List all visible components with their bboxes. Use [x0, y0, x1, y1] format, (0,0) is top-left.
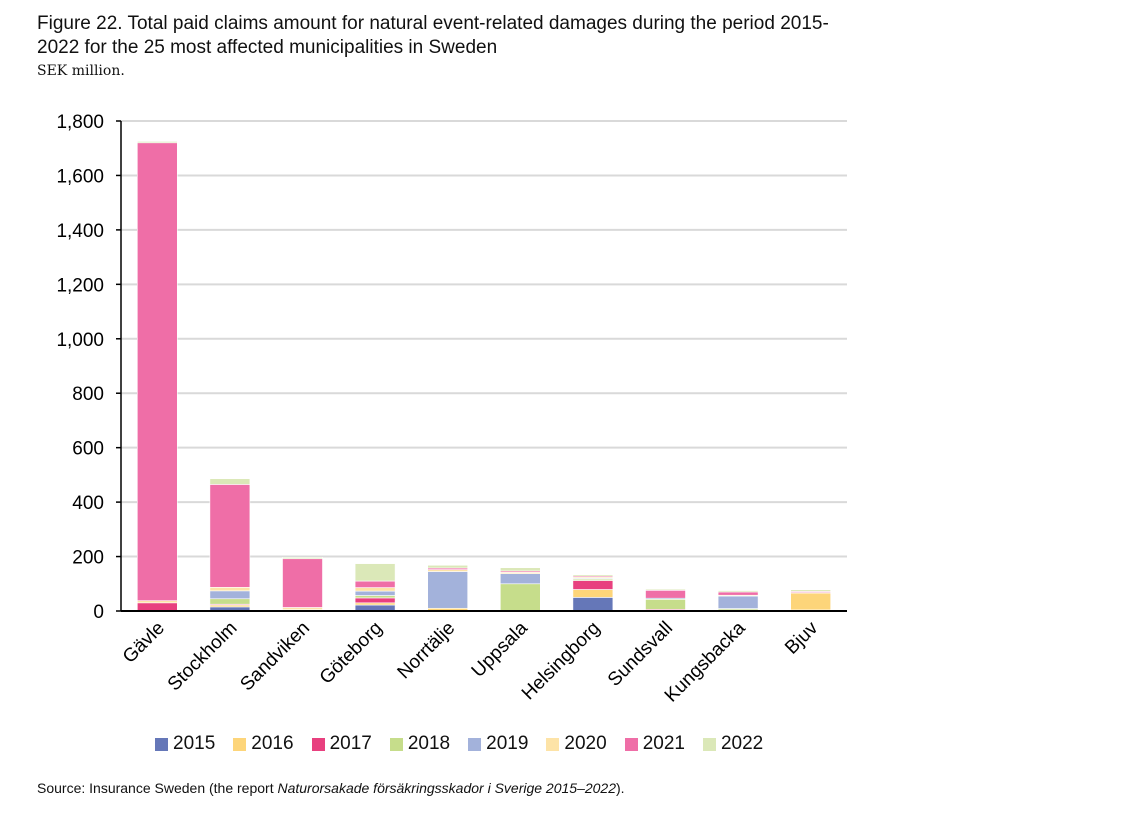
- bar-segment-2017: [354, 597, 396, 604]
- legend-item-2015: 2015: [155, 733, 215, 755]
- x-tick-label: Gävle: [119, 618, 169, 668]
- bar-segment-2019: [354, 590, 396, 596]
- bar-segment-2021: [209, 484, 251, 588]
- legend-item-2017: 2017: [311, 733, 372, 755]
- source-report-title: Naturorsakade försäkringsskador i Sverig…: [277, 780, 616, 796]
- legend-label: 2021: [642, 733, 685, 754]
- bar-segment-2021: [354, 580, 396, 588]
- bar-segment-2021: [645, 590, 686, 599]
- legend-label: 2015: [173, 733, 216, 754]
- bar-segment-2020: [209, 587, 251, 592]
- legend-label: 2022: [720, 733, 764, 754]
- bar-segment-2017: [137, 602, 178, 611]
- legend-item-2016: 2016: [233, 733, 294, 755]
- bar-segment-2021: [717, 591, 759, 596]
- x-tick-label: Göteborg: [316, 618, 387, 689]
- bar-segment-2019: [427, 571, 469, 609]
- legend-swatch: [389, 737, 403, 751]
- source-note: Source: Insurance Sweden (the report Nat…: [37, 780, 625, 796]
- legend-label: 2019: [486, 733, 529, 754]
- y-tick-label: 1,400: [56, 221, 104, 242]
- y-tick-label: 0: [93, 602, 104, 623]
- legend-swatch: [468, 737, 482, 751]
- x-tick-label: Norrtälje: [394, 618, 460, 684]
- legend-item-2020: 2020: [546, 733, 607, 755]
- legend-label: 2020: [564, 733, 607, 754]
- x-tick-label: Sundsvall: [604, 618, 677, 691]
- chart-title: Figure 22. Total paid claims amount for …: [37, 13, 829, 58]
- y-tick-label: 600: [72, 439, 104, 460]
- bar-segment-2022: [572, 574, 614, 577]
- source-prefix: Source: Insurance Sweden (the report: [37, 780, 278, 796]
- bar-segment-2019: [209, 590, 251, 600]
- y-tick-label: 1,200: [56, 275, 104, 296]
- legend-swatch: [702, 737, 716, 751]
- bar-segment-2016: [790, 592, 832, 611]
- bar-segment-2018: [499, 583, 541, 611]
- y-tick-label: 1,000: [56, 330, 104, 351]
- bar-segment-2022: [427, 564, 469, 569]
- x-tick-label: Uppsala: [468, 617, 532, 681]
- bar-segment-2018: [645, 598, 686, 610]
- legend-item-2022: 2022: [702, 733, 764, 755]
- y-tick-label: 1,800: [56, 112, 104, 133]
- y-tick-label: 1,600: [56, 166, 104, 187]
- legend-swatch: [546, 737, 560, 751]
- legend-swatch: [233, 737, 247, 751]
- bar-segment-2020: [282, 607, 323, 610]
- y-tick-label: 800: [72, 384, 104, 405]
- y-tick-label: 200: [72, 548, 104, 569]
- bar-segment-2022: [354, 563, 396, 582]
- bar-segment-2020: [354, 587, 396, 592]
- bar-segment-2022: [137, 141, 178, 144]
- bar-segment-2022: [499, 567, 541, 572]
- bar-segment-2022: [209, 478, 251, 485]
- legend-label: 2017: [329, 733, 372, 754]
- x-tick-label: Sandviken: [236, 618, 314, 696]
- bar-segment-2021: [282, 558, 323, 608]
- legend-swatch: [624, 737, 638, 751]
- source-suffix: ).: [616, 780, 625, 796]
- legend: 2015 2016 2017 2018 2019 2020 2021 2022: [155, 733, 763, 755]
- unit-label: SEK million.: [37, 63, 125, 79]
- bar-segment-2018: [354, 595, 396, 599]
- x-tick-label: Bjuv: [781, 617, 822, 658]
- legend-label: 2016: [251, 733, 294, 754]
- legend-item-2019: 2019: [468, 733, 528, 755]
- bar-segment-2019: [717, 595, 759, 609]
- legend-swatch: [311, 737, 325, 751]
- bar-segment-2020: [137, 600, 178, 604]
- bar-segment-2016: [572, 589, 614, 598]
- bar-segment-2022: [790, 589, 832, 592]
- stacked-bar-chart: 0 200 400 600 800 1,000 1,200 1,400 1,600 1,800 Gä…: [56, 112, 847, 706]
- bar-segment-2016: [354, 602, 396, 606]
- bar-segment-2018: [209, 598, 251, 605]
- y-tick-label: 400: [72, 493, 104, 514]
- bar-segment-2022: [717, 590, 759, 593]
- legend-swatch: [155, 737, 168, 751]
- bar-segment-2017: [572, 580, 614, 590]
- bar-segment-2022: [282, 557, 323, 560]
- x-tick-label: Helsingborg: [518, 618, 605, 705]
- bar-segment-2019: [499, 573, 541, 585]
- legend-item-2018: 2018: [389, 733, 451, 755]
- x-tick-label: Stockholm: [164, 618, 242, 696]
- bar-segment-2021: [137, 142, 178, 601]
- legend-item-2021: 2021: [624, 733, 685, 755]
- legend-label: 2018: [407, 733, 451, 754]
- bar-segment-2022: [645, 588, 686, 591]
- bar-segment-2015: [572, 597, 614, 612]
